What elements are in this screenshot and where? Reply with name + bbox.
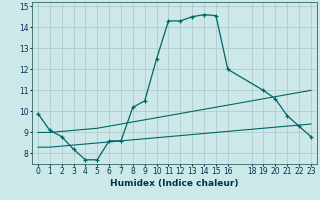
- X-axis label: Humidex (Indice chaleur): Humidex (Indice chaleur): [110, 179, 239, 188]
